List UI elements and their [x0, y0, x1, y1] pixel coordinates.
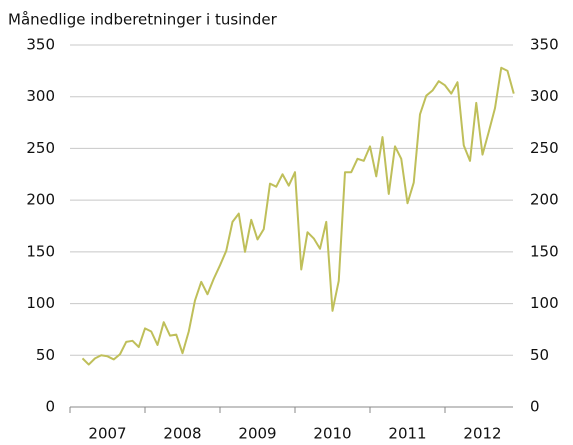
y-tick-label: 0 — [45, 398, 55, 416]
y-tick-label: 50 — [36, 346, 55, 364]
y2-tick-label: 100 — [530, 294, 559, 312]
y-tick-label: 150 — [26, 242, 55, 260]
x-tick-label: 2012 — [463, 425, 501, 443]
y-tick-label: 350 — [26, 36, 55, 54]
y2-tick-label: 0 — [530, 398, 540, 416]
x-tick-label: 2010 — [313, 425, 351, 443]
x-tick-label: 2007 — [88, 425, 126, 443]
y-tick-label: 100 — [26, 294, 55, 312]
y2-tick-label: 200 — [530, 191, 559, 209]
y2-tick-label: 50 — [530, 346, 549, 364]
y2-tick-label: 300 — [530, 87, 559, 105]
x-tick-label: 2009 — [238, 425, 276, 443]
chart-title: Månedlige indberetninger i tusinder — [8, 11, 278, 29]
y-tick-label: 300 — [26, 87, 55, 105]
y-tick-label: 250 — [26, 139, 55, 157]
y2-tick-label: 350 — [530, 36, 559, 54]
y2-tick-label: 250 — [530, 139, 559, 157]
line — [81, 66, 515, 366]
x-tick-label: 2008 — [163, 425, 201, 443]
y2-tick-label: 150 — [530, 242, 559, 260]
y-tick-label: 200 — [26, 191, 55, 209]
x-tick-label: 2011 — [388, 425, 426, 443]
